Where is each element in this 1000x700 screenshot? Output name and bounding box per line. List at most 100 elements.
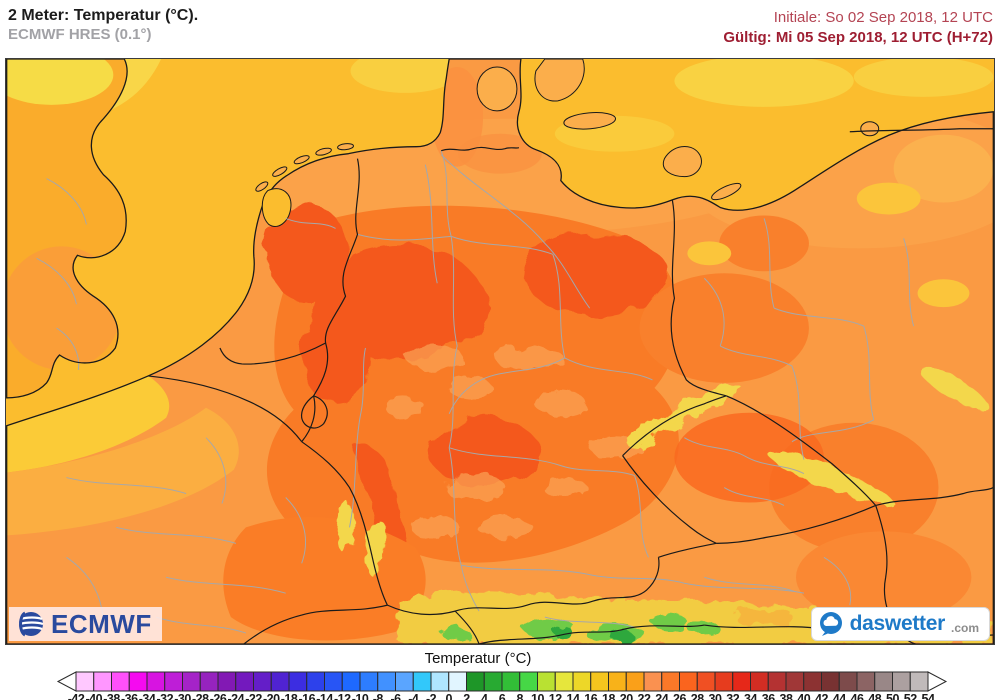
legend-cell (838, 671, 858, 692)
daswetter-logo-text: daswetter (849, 612, 946, 635)
legend-cell (412, 671, 432, 692)
legend-tick: -26 (210, 692, 227, 700)
legend-cell (306, 671, 325, 692)
legend-cell (892, 671, 911, 692)
legend-cell (324, 671, 343, 692)
legend-cell (590, 671, 609, 692)
legend-cell (75, 671, 95, 692)
legend-tick: 40 (797, 692, 810, 700)
legend-tick: 26 (673, 692, 686, 700)
legend-tick: -30 (174, 692, 191, 700)
england-landmass (6, 59, 128, 399)
ijsselmeer (261, 188, 292, 227)
legend-cell (253, 671, 272, 692)
legend-cell (661, 671, 680, 692)
legend-title: Temperatur (°C) (425, 650, 532, 667)
uk-county-borders (36, 178, 87, 370)
legend-cell (93, 671, 112, 692)
country-borders (148, 128, 994, 644)
legend-cell (785, 671, 805, 692)
legend-tick: -6 (390, 692, 401, 700)
legend-cell (696, 671, 716, 692)
legend-tick: -32 (156, 692, 173, 700)
legend-cell (572, 671, 592, 692)
legend-tick: -12 (334, 692, 351, 700)
legend-cell (377, 671, 396, 692)
legend-tick: 2 (463, 692, 470, 700)
legend-cell (554, 671, 574, 692)
legend-tick: 20 (620, 692, 633, 700)
legend-cell (608, 671, 627, 692)
legend-tick: -24 (227, 692, 244, 700)
daswetter-logo-tld: .com (950, 621, 979, 635)
legend-tick: 22 (638, 692, 651, 700)
legend-cell (821, 671, 840, 692)
legend-cell (537, 671, 556, 692)
legend-colorbar (75, 671, 929, 692)
legend-tick: 24 (655, 692, 668, 700)
daswetter-logo[interactable]: daswetter .com (810, 607, 990, 641)
legend-left-arrow (56, 671, 77, 692)
legend-cell (909, 671, 929, 692)
legend-tick: 48 (868, 692, 881, 700)
legend-cell (501, 671, 521, 692)
legend-tick: -40 (85, 692, 102, 700)
legend-tick: -38 (103, 692, 120, 700)
legend-tick: 44 (833, 692, 846, 700)
legend-tick: -22 (245, 692, 262, 700)
model-subtitle: ECMWF HRES (0.1°) (8, 26, 152, 43)
init-time-label: Initiale: So 02 Sep 2018, 12 UTC (773, 9, 993, 26)
legend-tick: -16 (298, 692, 315, 700)
legend-cell (395, 671, 414, 692)
valid-time-label: Gültig: Mi 05 Sep 2018, 12 UTC (H+72) (723, 28, 993, 46)
legend-tick: 34 (744, 692, 757, 700)
legend-tick: -34 (139, 692, 156, 700)
legend-tick-labels: -42 -40 -38 -36 -34 -32 -30 -28 -26 -24 -22 -20 -18-… (68, 692, 936, 700)
ecmwf-logo-text: ECMWF (51, 608, 152, 639)
legend-cell (288, 671, 308, 692)
legend-cell (767, 671, 787, 692)
legend: Temperatur (°C) -42 -40 -38 -36 -34 -32 -30 -28… (56, 650, 948, 700)
legend-tick: 32 (726, 692, 739, 700)
legend-tick: -28 (192, 692, 209, 700)
legend-tick: 12 (549, 692, 562, 700)
legend-tick: 36 (762, 692, 775, 700)
legend-tick: 28 (691, 692, 704, 700)
legend-tick: -42 (68, 692, 85, 700)
legend-cell (803, 671, 822, 692)
legend-cell (341, 671, 361, 692)
rivers (349, 154, 805, 594)
ecmwf-logo[interactable]: ECMWF (9, 607, 162, 641)
legend-tick: 4 (481, 692, 488, 700)
legend-cell (270, 671, 290, 692)
ecmwf-globe-icon (18, 611, 44, 637)
state-borders (66, 150, 915, 638)
legend-tick: -10 (352, 692, 369, 700)
legend-tick: 6 (499, 692, 506, 700)
legend-cell (732, 671, 751, 692)
legend-tick: 38 (780, 692, 793, 700)
legend-tick: -18 (281, 692, 298, 700)
legend-right-arrow (927, 671, 948, 692)
legend-cell (714, 671, 734, 692)
legend-cell (625, 671, 645, 692)
legend-cell (856, 671, 876, 692)
legend-tick: -36 (121, 692, 138, 700)
legend-tick: 52 (904, 692, 917, 700)
legend-cell (128, 671, 148, 692)
temperature-map-svg (6, 59, 994, 644)
legend-tick: 50 (886, 692, 899, 700)
legend-cell (430, 671, 450, 692)
legend-tick: -2 (426, 692, 437, 700)
weather-map: ECMWF daswetter .com (5, 58, 995, 645)
legend-tick: 18 (602, 692, 615, 700)
legend-cell (146, 671, 166, 692)
legend-tick: -20 (263, 692, 280, 700)
legend-cell (217, 671, 237, 692)
legend-cell (679, 671, 698, 692)
legend-tick: 46 (851, 692, 864, 700)
legend-tick: 30 (709, 692, 722, 700)
islands (255, 59, 880, 201)
legend-cell (182, 671, 201, 692)
